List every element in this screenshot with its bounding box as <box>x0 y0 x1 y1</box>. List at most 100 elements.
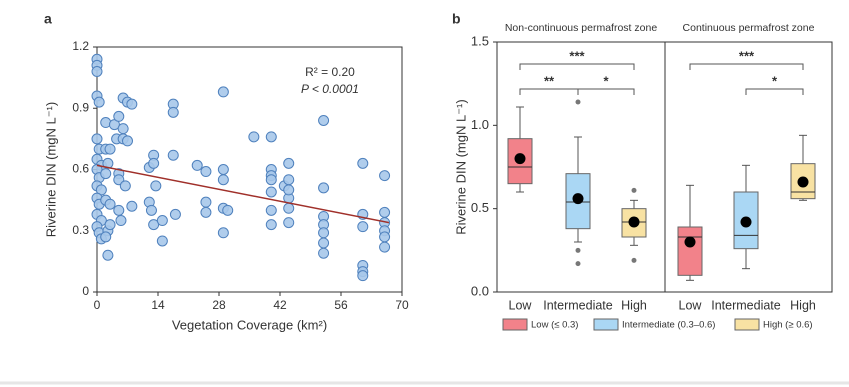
significance-bracket <box>689 63 804 70</box>
data-point <box>93 96 105 108</box>
data-point <box>100 231 112 243</box>
data-point <box>248 131 260 143</box>
significance-bracket <box>577 88 635 95</box>
panel-label: b <box>452 11 461 27</box>
significance-label: * <box>772 73 778 88</box>
annotation: P < 0.0001 <box>301 82 359 96</box>
data-point <box>283 157 295 169</box>
significance-bracket <box>519 63 635 70</box>
box <box>565 173 591 230</box>
x-tick-label: High <box>790 298 816 312</box>
y-tick-label: 1.0 <box>471 117 489 132</box>
data-point <box>265 204 277 216</box>
outlier <box>631 187 637 193</box>
data-point <box>104 219 116 231</box>
legend-label: High (≥ 0.6) <box>763 320 813 331</box>
data-point <box>265 186 277 198</box>
data-point <box>104 143 116 155</box>
mean <box>514 153 526 165</box>
data-point <box>222 204 234 216</box>
data-point <box>150 180 162 192</box>
mean <box>572 193 584 205</box>
box <box>677 226 703 276</box>
mean <box>797 176 809 188</box>
data-point <box>117 123 129 135</box>
data-point <box>318 247 330 259</box>
y-tick-label: 0 <box>82 284 89 298</box>
data-point <box>200 166 212 178</box>
data-point <box>357 221 369 233</box>
x-tick-label: Low <box>679 298 703 312</box>
legend-swatch <box>734 318 760 331</box>
y-tick-label: 0.9 <box>72 100 89 114</box>
legend-swatch <box>593 318 619 331</box>
data-point <box>318 237 330 249</box>
data-point <box>113 204 125 216</box>
data-point <box>113 110 125 122</box>
x-tick-label: Low <box>509 298 533 312</box>
x-tick-label: 70 <box>395 298 409 312</box>
data-point <box>148 219 160 231</box>
data-point <box>119 180 131 192</box>
y-tick-label: 0.6 <box>72 162 89 176</box>
significance-bracket <box>745 88 804 95</box>
data-point <box>200 196 212 208</box>
x-tick-label: 0 <box>94 298 101 312</box>
group-title: Non-continuous permafrost zone <box>505 22 657 34</box>
y-tick-label: 1.2 <box>72 39 89 53</box>
data-point <box>102 157 114 169</box>
outlier <box>631 257 637 263</box>
data-point <box>318 182 330 194</box>
data-point <box>200 206 212 218</box>
y-tick-label: 0.5 <box>471 200 489 215</box>
data-point <box>102 249 114 261</box>
data-point <box>217 227 229 239</box>
group-title: Continuous permafrost zone <box>683 22 815 34</box>
y-axis-label: Riverine DIN (mgN L⁻¹) <box>43 102 58 237</box>
data-point <box>104 198 116 210</box>
outlier <box>575 247 581 253</box>
significance-label: * <box>603 73 609 88</box>
mean <box>740 216 752 228</box>
data-point <box>217 164 229 175</box>
fit-line <box>96 164 390 224</box>
x-axis-label: Vegetation Coverage (km²) <box>172 317 327 332</box>
x-tick-label: 28 <box>212 298 226 312</box>
x-tick-label: High <box>621 298 647 312</box>
x-tick-label: 56 <box>334 298 348 312</box>
data-point <box>318 115 330 126</box>
data-point <box>169 208 181 220</box>
mean <box>628 216 640 228</box>
data-point <box>126 98 138 110</box>
x-tick-label: 14 <box>151 298 165 312</box>
data-point <box>379 241 391 253</box>
y-tick-label: 0.0 <box>471 283 489 298</box>
x-tick-label: 42 <box>273 298 287 312</box>
data-point <box>283 202 295 214</box>
significance-label: ** <box>544 73 555 88</box>
data-point <box>265 174 277 186</box>
panel-label: a <box>44 11 52 27</box>
data-point <box>217 174 229 186</box>
data-point <box>122 135 133 147</box>
outlier <box>575 99 581 105</box>
data-point <box>379 231 391 243</box>
data-point <box>283 174 295 186</box>
annotation: R² = 0.20 <box>305 65 355 79</box>
data-point <box>148 157 160 169</box>
mean <box>684 236 696 248</box>
data-point <box>156 235 168 247</box>
data-point <box>265 131 277 143</box>
data-point <box>167 106 179 118</box>
data-point <box>191 159 203 171</box>
significance-label: *** <box>739 48 755 63</box>
data-point <box>156 215 168 227</box>
data-point <box>357 157 369 169</box>
data-point <box>91 66 103 77</box>
y-tick-label: 0.3 <box>72 223 89 237</box>
x-tick-label: Intermediate <box>711 298 781 312</box>
data-point <box>283 184 295 196</box>
data-point <box>115 215 127 227</box>
